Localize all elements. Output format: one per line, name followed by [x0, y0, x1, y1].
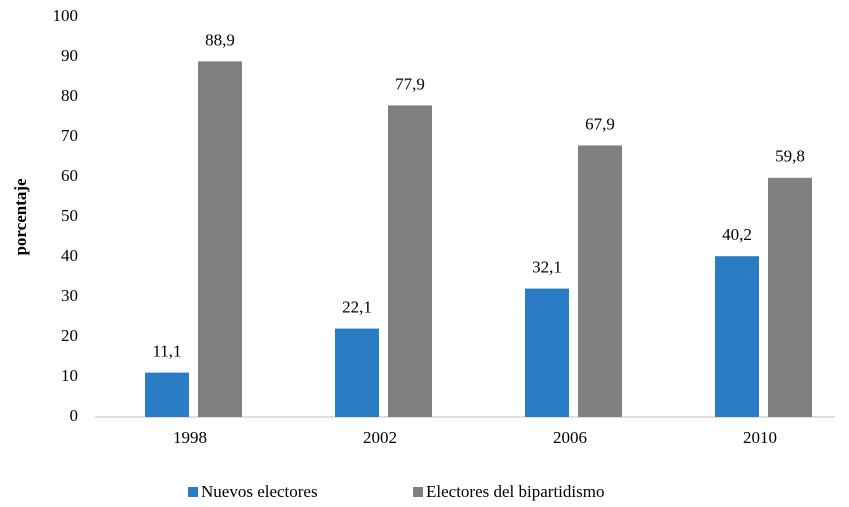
- y-tick-label: 70: [61, 126, 78, 145]
- bar: [145, 372, 189, 417]
- y-tick-label: 100: [53, 6, 79, 25]
- y-tick-label: 60: [61, 166, 78, 185]
- x-tick-label: 2010: [743, 428, 777, 447]
- legend-swatch: [188, 487, 198, 497]
- value-label: 59,8: [775, 147, 805, 166]
- value-label: 67,9: [585, 114, 615, 133]
- bar: [525, 288, 569, 417]
- x-tick-label: 2006: [553, 428, 587, 447]
- bar: [768, 177, 812, 417]
- value-label: 11,1: [152, 342, 181, 361]
- y-tick-label: 20: [61, 326, 78, 345]
- x-tick-label: 1998: [173, 428, 207, 447]
- bar: [388, 105, 432, 418]
- x-tick-label: 2002: [363, 428, 397, 447]
- bar: [198, 61, 242, 418]
- value-label: 32,1: [532, 258, 562, 277]
- bar: [335, 328, 379, 417]
- bar: [715, 256, 759, 417]
- value-label: 77,9: [395, 74, 425, 93]
- legend-label: Nuevos electores: [201, 482, 318, 501]
- y-tick-label: 40: [61, 246, 78, 265]
- y-tick-label: 0: [70, 406, 79, 425]
- value-label: 88,9: [205, 30, 235, 49]
- y-tick-label: 30: [61, 286, 78, 305]
- y-tick-label: 50: [61, 206, 78, 225]
- value-label: 40,2: [722, 225, 752, 244]
- value-label: 22,1: [342, 298, 372, 317]
- legend-swatch: [413, 487, 423, 497]
- bar: [578, 145, 622, 417]
- y-tick-label: 80: [61, 86, 78, 105]
- y-tick-label: 10: [61, 366, 78, 385]
- legend-label: Electores del bipartidismo: [426, 482, 604, 501]
- y-tick-label: 90: [61, 46, 78, 65]
- y-axis-label: porcentaje: [11, 178, 30, 256]
